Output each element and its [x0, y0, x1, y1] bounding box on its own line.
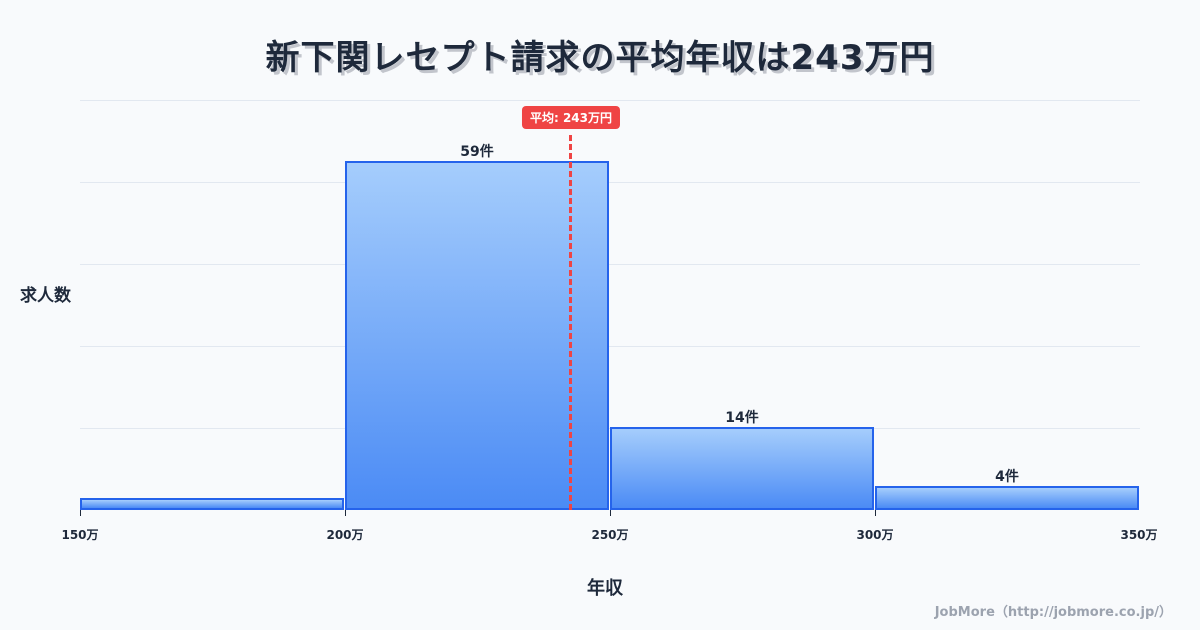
plot-area: 59件 14件 4件 平均: 243万円	[80, 100, 1140, 516]
x-tick-label: 200万	[326, 528, 364, 542]
histogram-bar	[80, 498, 344, 510]
x-tick-label: 250万	[591, 528, 629, 542]
credit-text: JobMore（http://jobmore.co.jp/）	[934, 605, 1172, 620]
histogram-bar: 59件	[345, 144, 609, 510]
x-tick	[875, 510, 876, 516]
histogram-bar: 4件	[875, 469, 1139, 510]
gridline	[80, 346, 1140, 347]
mean-badge: 平均: 243万円	[521, 106, 621, 129]
x-tick	[345, 510, 346, 516]
x-tick-label: 300万	[856, 528, 894, 542]
gridline	[80, 100, 1140, 101]
x-tick-label: 350万	[1120, 528, 1158, 542]
x-tick	[80, 510, 81, 516]
bar-value-label: 4件	[995, 469, 1019, 485]
bar-value-label: 59件	[460, 144, 494, 160]
mean-line	[569, 135, 572, 510]
y-axis-label: 求人数	[20, 286, 71, 306]
gridline	[80, 182, 1140, 183]
x-tick-label: 150万	[61, 528, 99, 542]
x-tick	[610, 510, 611, 516]
bar-value-label: 14件	[725, 410, 759, 426]
chart-title: 新下関レセプト請求の平均年収は243万円	[265, 38, 935, 78]
gridline	[80, 264, 1140, 265]
x-axis-label: 年収	[587, 578, 623, 599]
histogram-bar: 14件	[610, 410, 874, 510]
